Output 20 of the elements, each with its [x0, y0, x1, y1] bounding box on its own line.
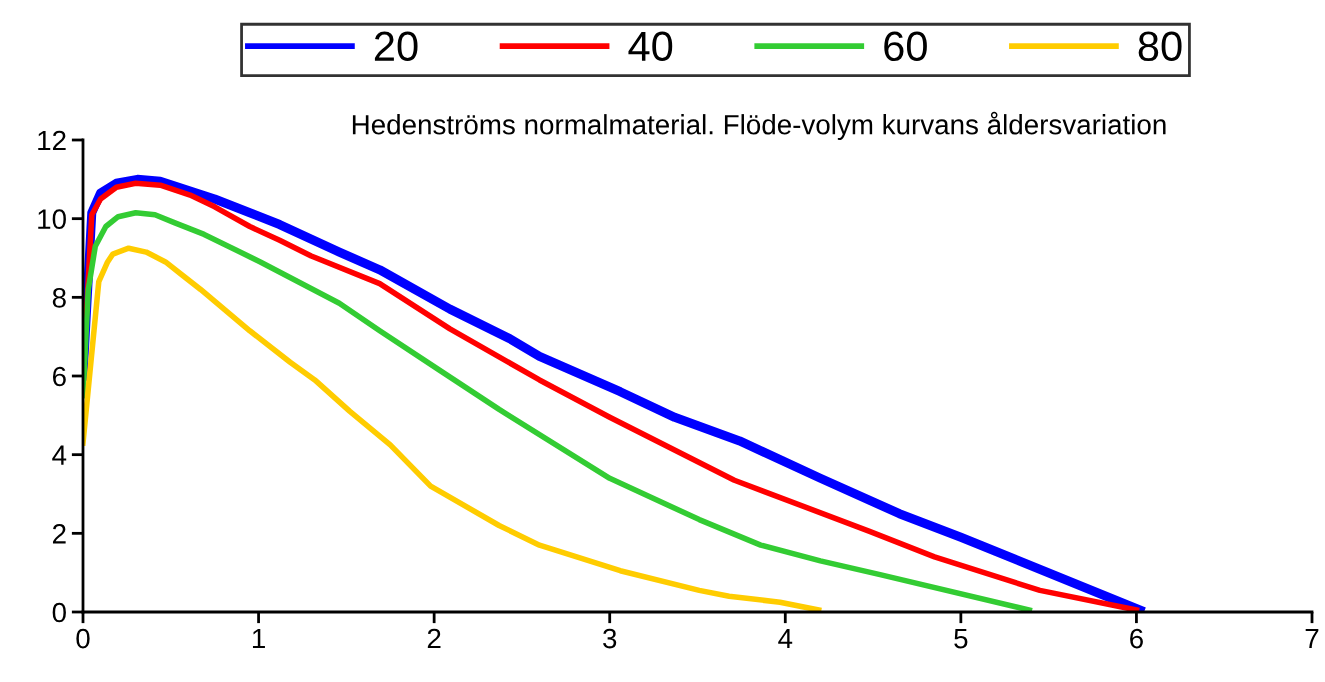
y-tick-label: 2 — [52, 524, 66, 544]
x-tick-label: 1 — [252, 628, 265, 649]
x-tick-label: 2 — [427, 628, 441, 649]
x-tick-label: 7 — [1305, 628, 1319, 649]
y-tick-label: 8 — [52, 288, 66, 308]
y-tick-label: 4 — [52, 445, 67, 465]
legend-label: 40 — [628, 31, 673, 62]
x-tick-label: 0 — [76, 628, 90, 649]
y-tick-label: 10 — [38, 209, 66, 230]
legend-label: 80 — [1138, 31, 1182, 62]
x-tick-label: 3 — [603, 628, 617, 649]
y-tick-label: 6 — [52, 366, 66, 387]
legend-label: 60 — [884, 31, 927, 62]
x-tick-label: 6 — [1130, 628, 1143, 649]
y-tick-label: 0 — [52, 602, 66, 623]
x-tick-label: 5 — [954, 628, 968, 649]
x-tick-label: 4 — [778, 628, 793, 649]
chart-title: Hedenströms normalmaterial. Flöde-volym kurvans åldersvariation — [352, 111, 1166, 140]
y-tick-label: 12 — [38, 130, 66, 151]
legend-label: 20 — [374, 31, 418, 62]
